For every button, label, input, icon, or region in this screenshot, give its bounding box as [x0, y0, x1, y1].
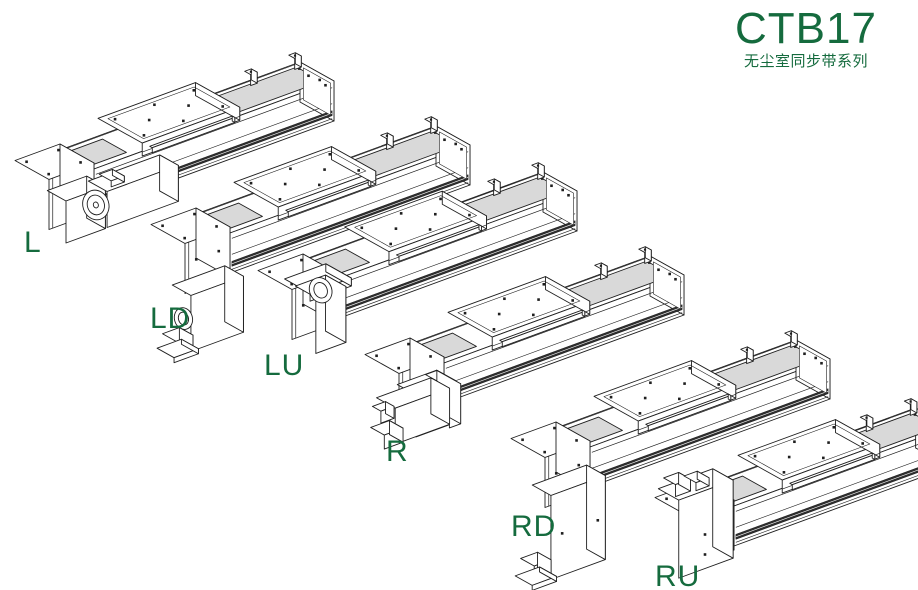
variant-labels: L LD LU R RD RU [24, 226, 700, 590]
variant-label-RD: RD [511, 510, 556, 543]
actuator-LU [257, 162, 578, 354]
variant-label-R: R [386, 435, 409, 468]
variant-label-RU: RU [655, 560, 700, 590]
series-subtitle: 无尘室同步带系列 [744, 53, 868, 70]
actuator-RD [510, 330, 831, 590]
actuator-RU [654, 398, 918, 579]
series-title: CTB17 [735, 4, 877, 53]
variant-label-LU: LU [264, 349, 304, 382]
actuator-R [364, 246, 685, 450]
actuator-LD [150, 116, 471, 364]
variant-label-L: L [24, 226, 42, 259]
actuator-drawings [14, 52, 918, 590]
variant-label-LD: LD [150, 302, 190, 335]
actuator-L [14, 52, 335, 244]
